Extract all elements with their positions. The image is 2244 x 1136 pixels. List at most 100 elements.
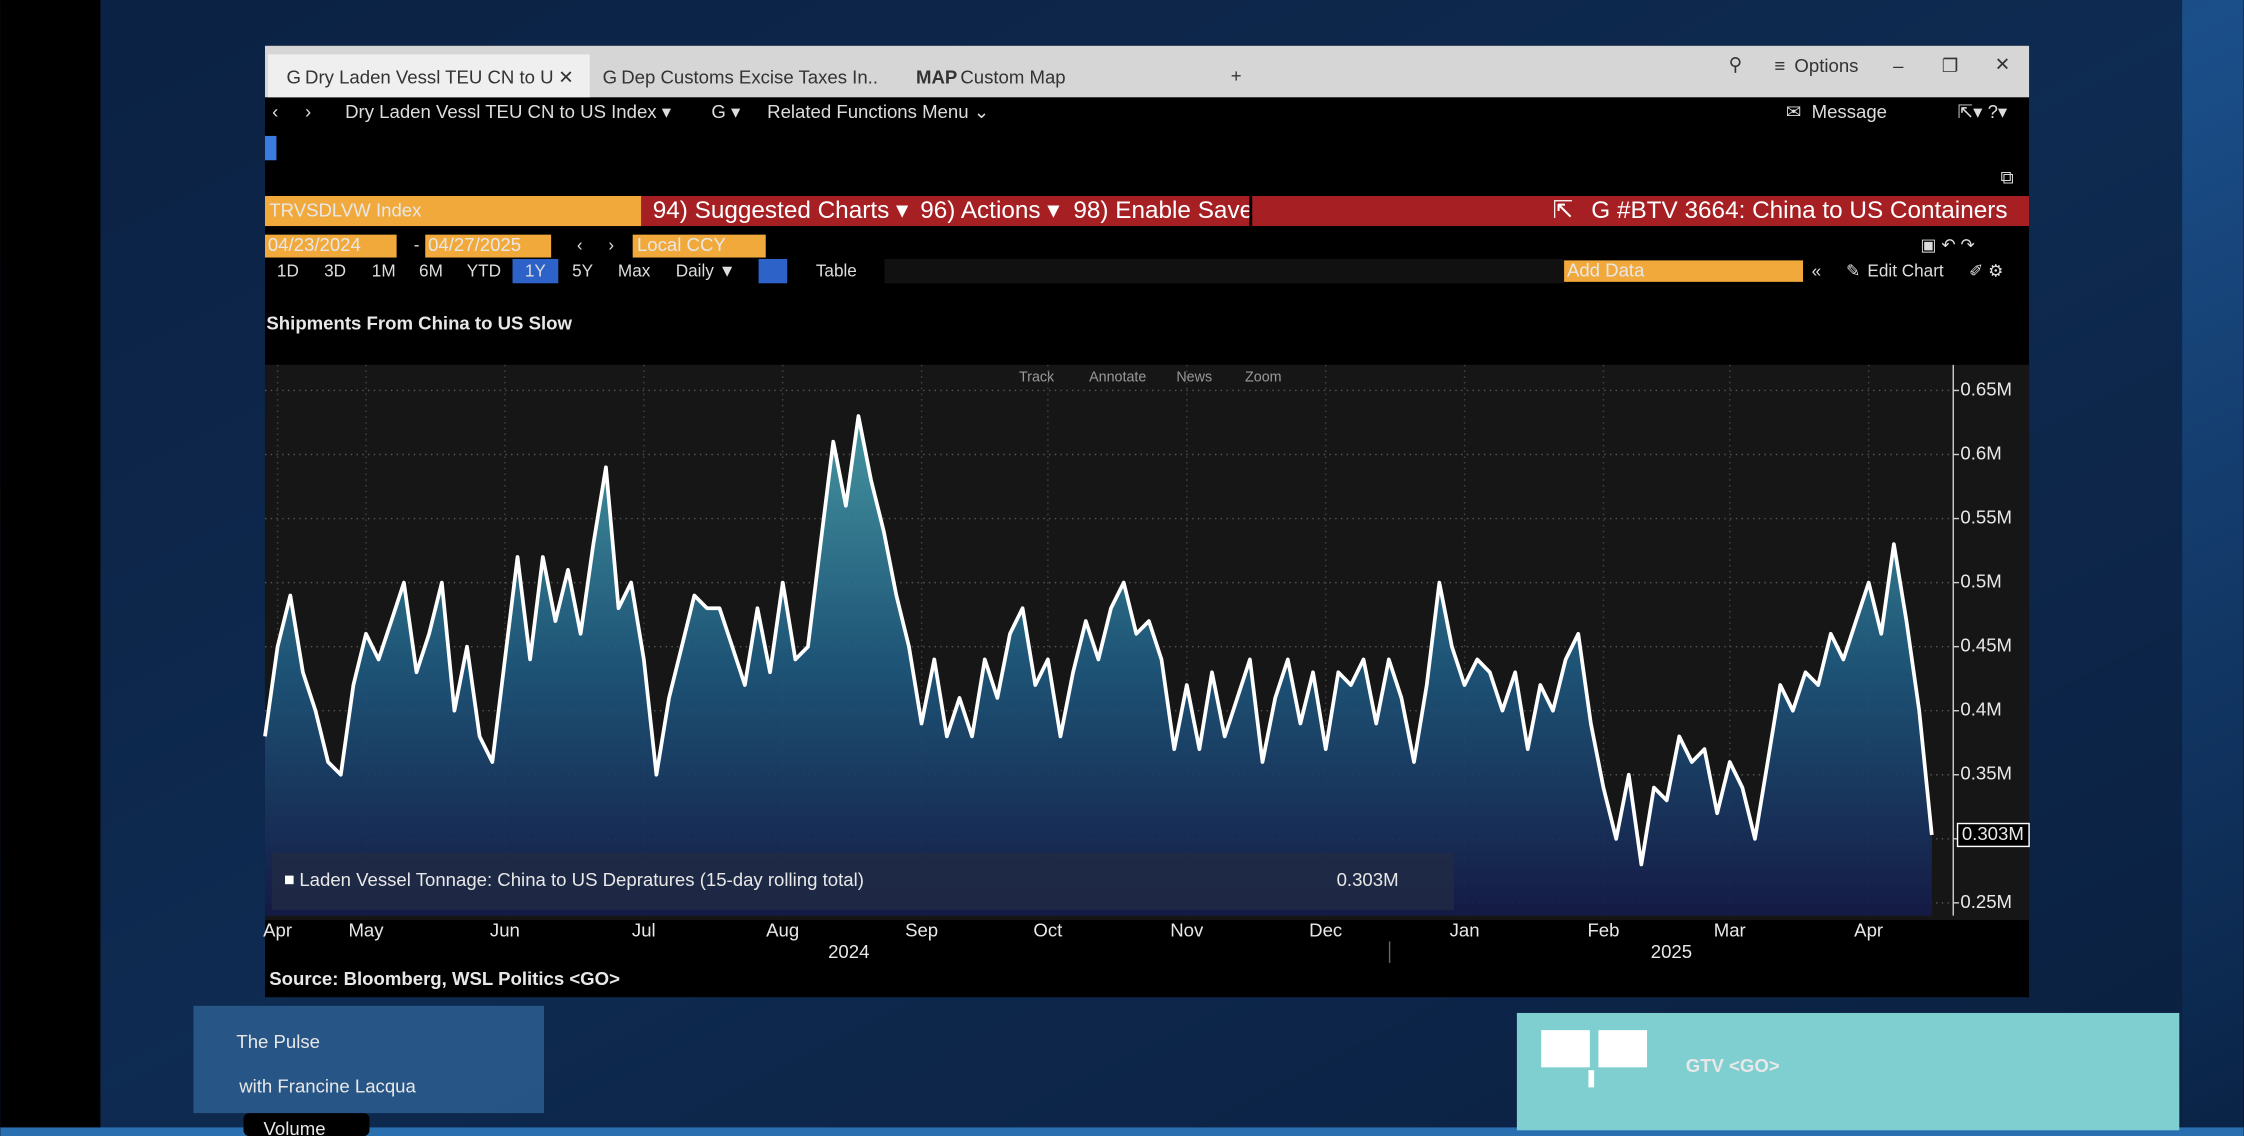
line [263,414,1934,867]
period-button[interactable]: YTD [467,260,501,280]
options-icon: ≡ [1774,55,1785,76]
prev-period[interactable]: ‹ [577,235,583,255]
chart-tool[interactable]: News [1176,369,1212,385]
active-tab[interactable] [267,54,590,98]
table-button[interactable]: Table [816,260,857,280]
period-button[interactable]: 1Y [525,260,547,280]
options[interactable]: Options [1794,55,1858,76]
chart-tool[interactable]: Annotate [1089,369,1146,385]
collapse-icon[interactable]: « [1812,260,1822,280]
y-tick-label: 0.5M [1960,571,2001,592]
x-tick-label: Sep [905,919,938,940]
period-button[interactable]: 1D [277,260,299,280]
end-date-box[interactable] [425,234,552,258]
minimize[interactable]: – [1893,55,1904,76]
share-menu[interactable]: ⇱▾ ?▾ [1958,101,2008,122]
period-button[interactable]: 3D [324,260,346,280]
menu-item[interactable]: 98) Enable Save [1073,197,1253,224]
year-label: 2024 [828,941,869,962]
settings-icons[interactable]: ✐ ⚙ [1969,260,2004,280]
edit-icon: ✎ [1846,260,1860,280]
currency: Local CCY [637,234,726,255]
chart-tools: Track Annotate News Zoom [1019,369,1282,385]
chart-type-button[interactable] [758,258,788,284]
period-button[interactable]: 1M [372,260,396,280]
period-button[interactable]: 6M [419,260,443,280]
y-tick-label: 0.35M [1960,763,2012,784]
x-tick-label: Feb [1587,919,1619,940]
volume-tab[interactable] [243,1113,370,1136]
volume: Volume [264,1118,326,1136]
gtv-label: GTV <GO> [1686,1055,1780,1076]
tab-label[interactable]: Custom Map [960,67,1065,88]
end-date: 04/27/2025 [428,234,521,255]
area [264,416,1932,916]
tab-prefix: MAP [916,67,957,88]
y-tick-label: 0.4M [1960,699,2001,720]
maximize[interactable]: ❐ [1942,55,1959,76]
add-data-box[interactable] [1564,260,1804,282]
x-tick-label: Mar [1714,919,1746,940]
x-tick-label: Jun [490,919,520,940]
tab-label[interactable]: Dep Customs Excise Taxes In.. [621,67,878,88]
menu-item[interactable]: 94) Suggested Charts ▾ [653,197,908,224]
ticker-box[interactable] [264,196,642,227]
close-tab[interactable]: ✕ [558,67,574,88]
tab-prefix: G [603,67,617,88]
currency-box[interactable] [632,234,766,258]
close-window[interactable]: ✕ [1995,54,2011,75]
toolbar-spacer [884,258,1565,284]
menu-item[interactable]: 96) Actions ▾ [920,197,1059,224]
forward[interactable]: › [305,101,311,122]
edit-chart[interactable]: Edit Chart [1867,260,1944,280]
undo-icons[interactable]: ▣ ↶ ↷ [1920,235,1974,255]
period-button[interactable]: 5Y [572,260,594,280]
chart-tool[interactable]: Zoom [1245,369,1282,385]
x-tick-label: Oct [1033,919,1063,940]
tab-prefix: G [286,67,300,88]
menu-bar [641,196,2030,227]
start-date: 04/23/2024 [268,234,361,255]
back[interactable]: ‹ [272,101,278,122]
tab-label[interactable]: Dry Laden Vessl TEU CN to U [305,67,554,88]
message-icon: ✉ [1786,101,1802,122]
date-separator: - [414,235,420,255]
x-tick-label: Aug [766,919,799,940]
period-buttons: 1D 3D 1M 6M YTD 1Y 5Y Max Daily ▼ [277,260,736,280]
start-date-box[interactable] [264,234,397,258]
y-tick-label: 0.55M [1960,506,2012,527]
period-button[interactable]: Max [618,260,651,280]
gtv-stand-icon [1588,1070,1595,1088]
nav-security[interactable]: Dry Laden Vessl TEU CN to US Index ▾ [345,101,672,122]
gtv-screen-icon [1598,1030,1648,1068]
message[interactable]: Message [1812,101,1887,122]
y-tick-label: 0.45M [1960,635,2012,656]
new-tab[interactable]: + [1231,65,1242,86]
nav-related[interactable]: Related Functions Menu ⌄ [767,101,989,122]
related-icon: ⇱ [1553,197,1573,224]
show-host: with Francine Lacqua [238,1075,416,1096]
next-period[interactable]: › [608,235,614,255]
search-icon[interactable]: ⚲ [1729,54,1743,75]
gtv-screen-icon [1541,1030,1590,1068]
x-tick-label: May [348,919,384,940]
expand-icon[interactable]: ⧉ [2000,167,2013,188]
x-tick-label: Jan [1450,919,1480,940]
y-tick-label: 0.6M [1960,442,2001,463]
chart-tool[interactable]: Track [1019,369,1055,385]
legend-value: 0.303M [1337,869,1399,890]
nav-function[interactable]: G ▾ [711,101,741,122]
last-value-box [1956,822,2030,848]
year-label: 2025 [1651,941,1692,962]
period-button[interactable]: Daily ▼ [676,260,736,280]
menu-divider [1249,196,1253,227]
show-logo [193,1005,544,1114]
x-tick-label: Dec [1309,919,1342,940]
legend-box [272,852,1454,910]
add-data: Add Data [1567,260,1645,281]
related-chart[interactable]: G #BTV 3664: China to US Containers [1591,197,2007,224]
legend-entry: Laden Vessel Tonnage: China to US Deprat… [299,869,864,890]
source: Source: Bloomberg, WSL Politics <GO> [269,968,620,989]
